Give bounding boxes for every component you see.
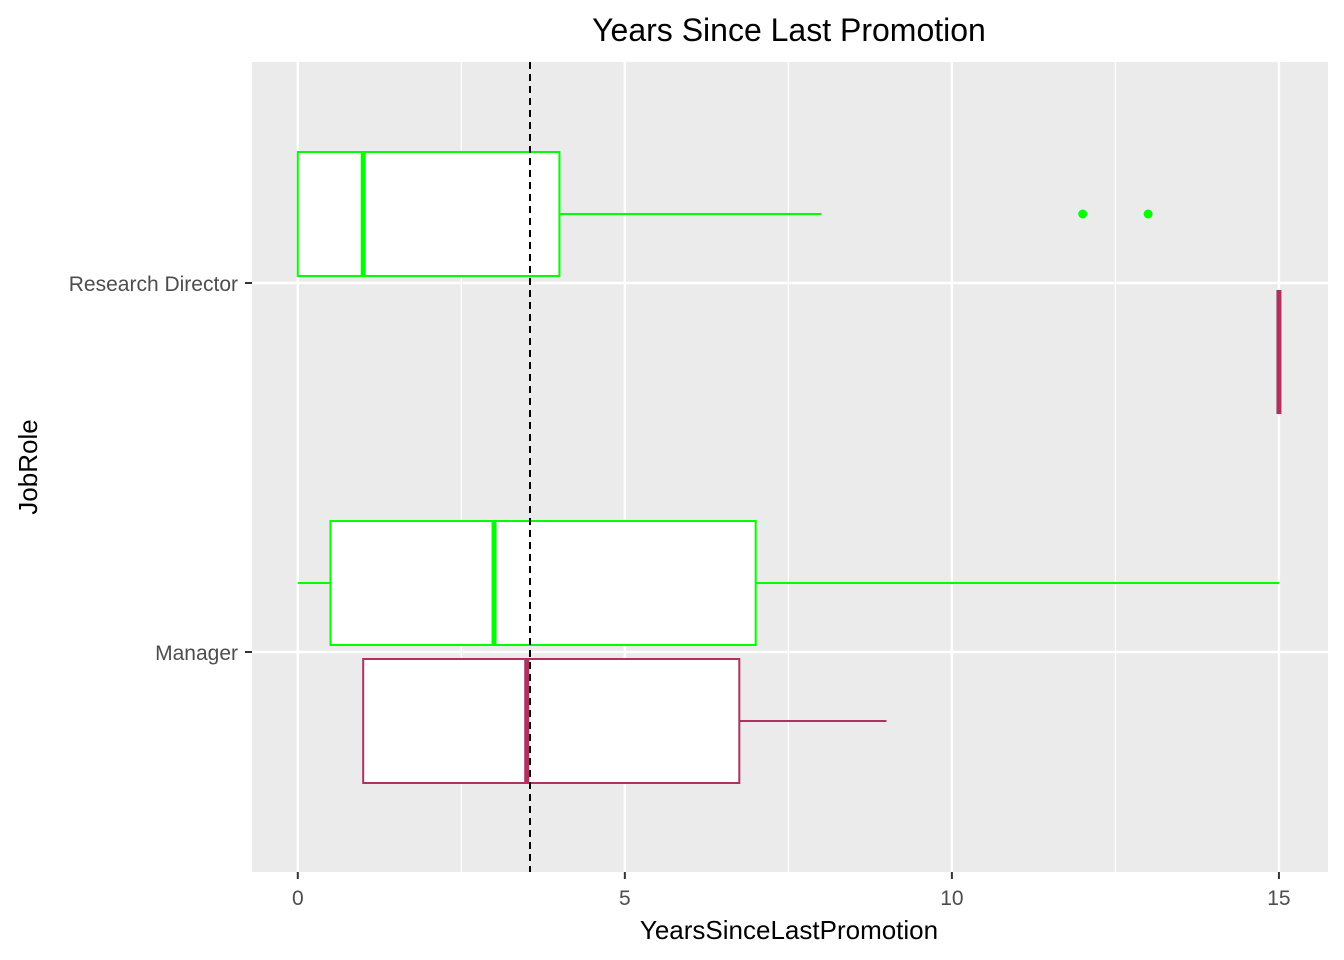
x-tick-label: 15 xyxy=(1267,887,1290,910)
x-axis: 0 5 10 15 xyxy=(292,872,1291,910)
x-tick-label: 5 xyxy=(619,887,631,910)
box-manager xyxy=(362,658,887,784)
outlier-point xyxy=(1078,209,1088,219)
x-axis-title: YearsSinceLastPromotion xyxy=(640,915,938,945)
y-tick-label: Manager xyxy=(155,642,238,665)
y-axis-title: JobRole xyxy=(13,419,43,514)
box-iqr xyxy=(329,520,757,646)
box-iqr xyxy=(362,658,741,784)
chart-title: Years Since Last Promotion xyxy=(592,12,986,48)
y-axis: Research Director Manager xyxy=(69,273,252,665)
box-layer xyxy=(296,151,1282,784)
outlier-point xyxy=(1143,209,1153,219)
x-tick-label: 10 xyxy=(940,887,963,910)
y-tick-label: Research Director xyxy=(69,273,238,296)
box-iqr xyxy=(296,151,561,277)
box-research-director xyxy=(296,151,1153,277)
x-tick-label: 0 xyxy=(292,887,304,910)
box-manager xyxy=(297,520,1279,646)
